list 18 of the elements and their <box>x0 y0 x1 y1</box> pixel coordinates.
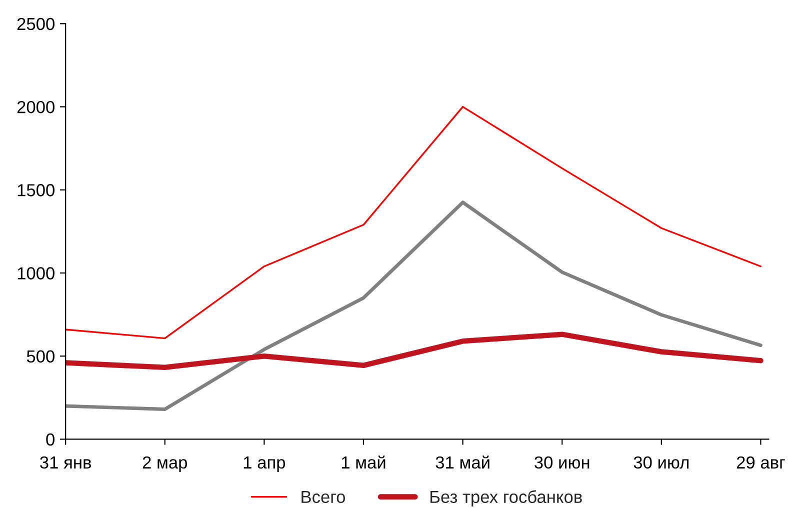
y-tick-label: 1000 <box>18 267 54 280</box>
legend-label: Всего <box>302 490 346 504</box>
x-tick-label: 29 авг <box>736 456 785 469</box>
y-tick-label: 0 <box>46 433 54 446</box>
x-tick-label: 30 июн <box>534 456 590 469</box>
x-tick-label: 1 май <box>342 456 386 469</box>
x-tick-label: 30 июл <box>634 456 689 469</box>
x-tick-label: 31 янв <box>40 456 91 469</box>
y-tick-label: 500 <box>26 350 54 363</box>
x-tick-label: 31 май <box>436 456 490 469</box>
x-tick-label: 2 мар <box>142 456 188 472</box>
y-tick-label: 2000 <box>17 100 54 114</box>
line-series <box>66 200 762 412</box>
y-tick-label: 2500 <box>17 18 54 30</box>
y-tick-label: 1500 <box>18 184 54 196</box>
legend-label: Без трех госбанков <box>430 490 582 506</box>
x-tick-label: 1 апр <box>244 456 286 472</box>
line-series <box>66 106 762 340</box>
